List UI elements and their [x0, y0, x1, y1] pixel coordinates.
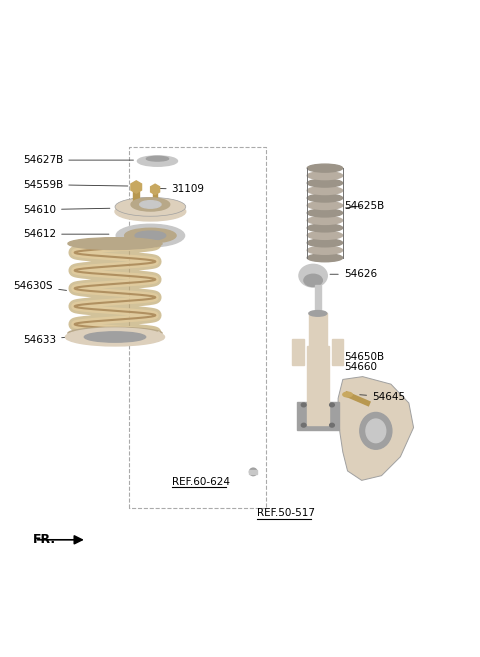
- Ellipse shape: [84, 332, 145, 342]
- Text: REF.50-517: REF.50-517: [256, 509, 314, 518]
- Bar: [297, 401, 339, 430]
- Ellipse shape: [304, 274, 322, 286]
- Ellipse shape: [131, 198, 170, 211]
- Text: 54660: 54660: [337, 362, 377, 372]
- Ellipse shape: [65, 328, 165, 346]
- Polygon shape: [151, 184, 159, 194]
- Ellipse shape: [307, 224, 343, 232]
- Polygon shape: [66, 332, 81, 339]
- Ellipse shape: [68, 327, 162, 339]
- Ellipse shape: [301, 403, 306, 407]
- Ellipse shape: [131, 198, 142, 202]
- Ellipse shape: [115, 197, 186, 216]
- Text: 54610: 54610: [23, 204, 110, 215]
- Text: REF.60-624: REF.60-624: [172, 477, 229, 487]
- Ellipse shape: [299, 264, 327, 287]
- Text: 54625B: 54625B: [344, 201, 384, 211]
- Ellipse shape: [115, 202, 186, 221]
- Text: 31109: 31109: [160, 185, 204, 194]
- Ellipse shape: [307, 202, 343, 210]
- Ellipse shape: [307, 171, 343, 179]
- Ellipse shape: [250, 468, 257, 476]
- Polygon shape: [149, 332, 164, 339]
- Text: 54630S: 54630S: [13, 281, 67, 291]
- Bar: [307, 346, 329, 425]
- Ellipse shape: [307, 194, 343, 202]
- Bar: [332, 340, 343, 365]
- Text: FR.: FR.: [33, 533, 56, 547]
- Ellipse shape: [307, 187, 343, 194]
- Text: 54627B: 54627B: [23, 155, 133, 165]
- Ellipse shape: [137, 156, 178, 166]
- Ellipse shape: [307, 254, 343, 261]
- Ellipse shape: [343, 392, 352, 397]
- Text: 54645: 54645: [360, 392, 405, 402]
- Text: 54626: 54626: [330, 269, 377, 279]
- Ellipse shape: [146, 156, 168, 161]
- Polygon shape: [131, 181, 142, 193]
- Ellipse shape: [307, 246, 343, 254]
- Ellipse shape: [307, 209, 343, 217]
- Bar: [153, 189, 157, 200]
- Ellipse shape: [116, 224, 185, 247]
- Bar: [133, 187, 139, 200]
- Ellipse shape: [125, 228, 176, 243]
- Ellipse shape: [330, 403, 335, 407]
- Ellipse shape: [301, 423, 306, 427]
- Ellipse shape: [330, 423, 335, 427]
- Ellipse shape: [307, 179, 343, 187]
- Text: 54612: 54612: [23, 229, 109, 239]
- Text: 54559B: 54559B: [23, 179, 128, 190]
- Ellipse shape: [68, 238, 162, 250]
- Bar: [309, 313, 327, 348]
- Ellipse shape: [307, 231, 343, 239]
- Ellipse shape: [140, 200, 161, 208]
- Ellipse shape: [366, 419, 386, 443]
- Text: 54633: 54633: [23, 335, 71, 345]
- Text: 54650B: 54650B: [337, 351, 384, 362]
- Polygon shape: [338, 376, 414, 480]
- Ellipse shape: [307, 238, 343, 247]
- Bar: [250, 470, 257, 474]
- Ellipse shape: [307, 164, 343, 172]
- Bar: [314, 285, 321, 314]
- Ellipse shape: [360, 413, 392, 449]
- Ellipse shape: [309, 311, 327, 316]
- Ellipse shape: [307, 216, 343, 225]
- Ellipse shape: [135, 231, 166, 240]
- Bar: [292, 340, 304, 365]
